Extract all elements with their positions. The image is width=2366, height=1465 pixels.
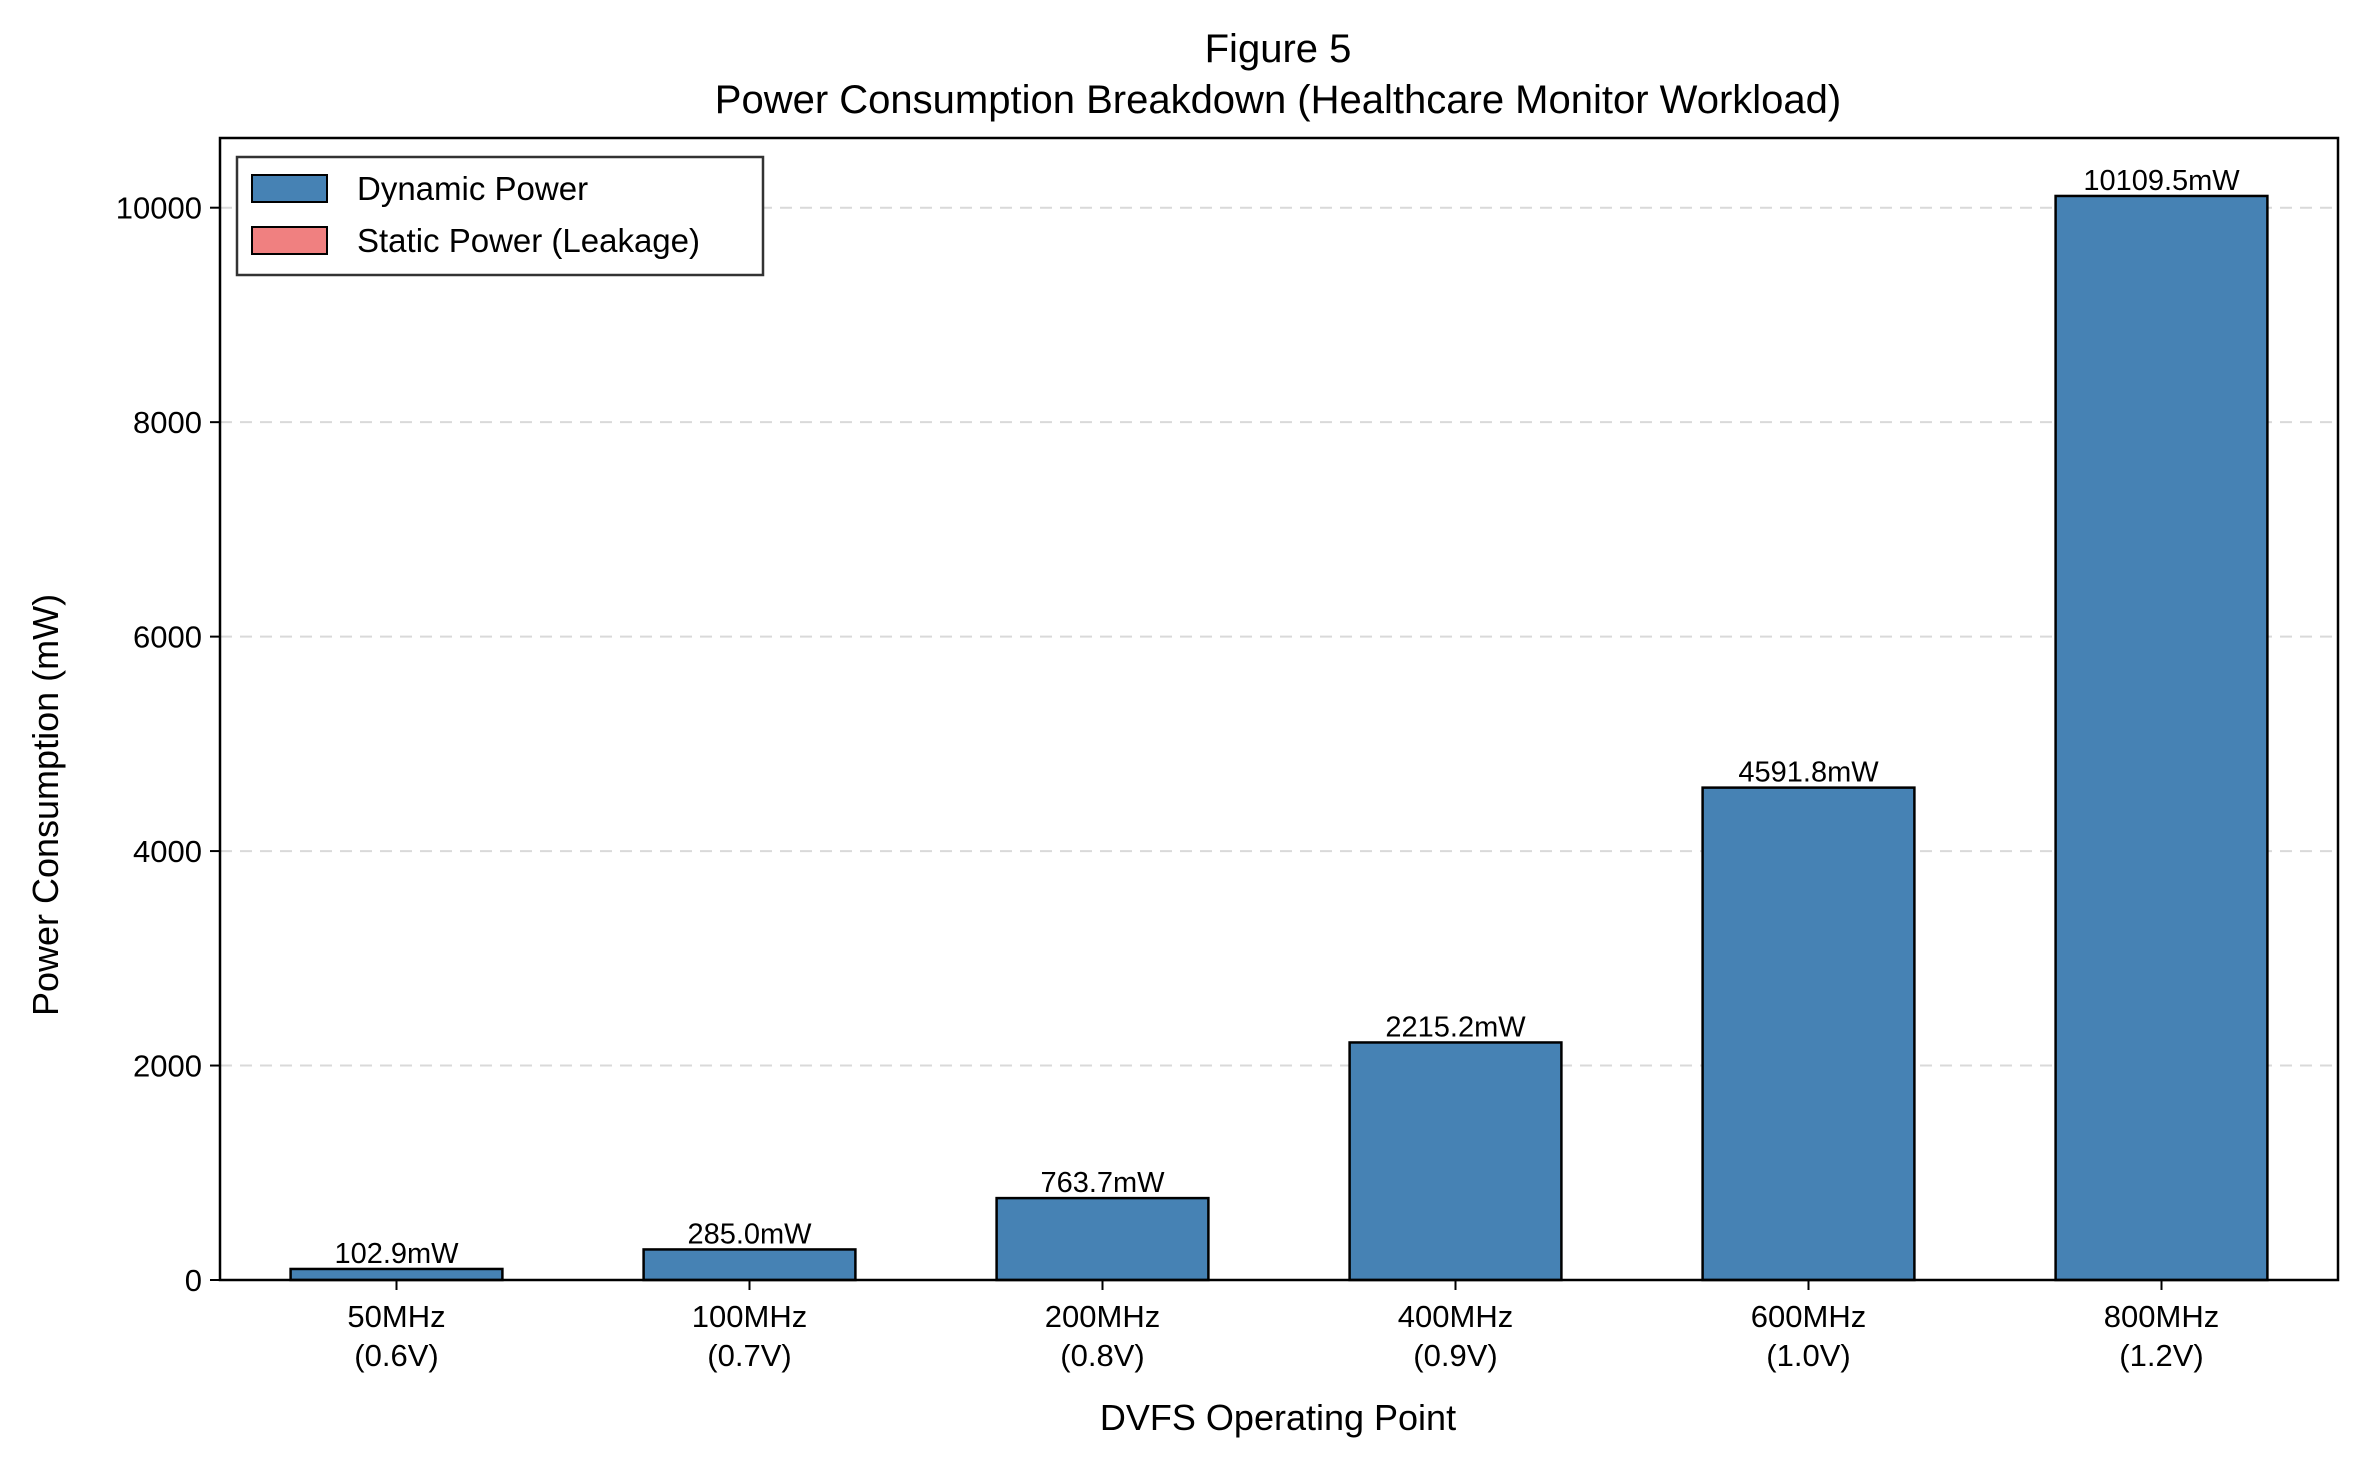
x-tick-label: 800MHz — [2104, 1299, 2219, 1334]
bar-value-label: 4591.8mW — [1738, 757, 1879, 789]
bar-value-label: 285.0mW — [687, 1218, 812, 1250]
bar-value-label: 10109.5mW — [2083, 165, 2240, 197]
y-tick-label: 0 — [185, 1263, 202, 1298]
bar-value-label: 102.9mW — [334, 1238, 459, 1270]
bar-value-label: 2215.2mW — [1385, 1011, 1526, 1043]
legend-label-static-power: Static Power (Leakage) — [357, 222, 700, 259]
bar-dynamic-power — [1701, 786, 1916, 1282]
legend-swatch-dynamic-power — [251, 174, 328, 203]
x-tick-label: (1.2V) — [2119, 1338, 2203, 1373]
x-tick-label: (0.9V) — [1413, 1338, 1497, 1373]
plot-area-border — [218, 136, 2340, 1282]
bar-dynamic-power — [2054, 194, 2269, 1282]
x-tick-label: (0.6V) — [354, 1338, 438, 1373]
x-tick-label: 600MHz — [1751, 1299, 1866, 1334]
bar-dynamic-power — [995, 1196, 1210, 1282]
data-labels: 102.9mW 285.0mW 763.7mW 2215.2mW 4591.8mW 101… — [334, 165, 2240, 1270]
x-tick-label: 200MHz — [1045, 1299, 1160, 1334]
y-tick-label: 8000 — [133, 405, 202, 440]
bars — [289, 194, 2269, 1282]
y-tick-label: 4000 — [133, 834, 202, 869]
bar-dynamic-power — [1348, 1041, 1563, 1282]
bar-value-label: 763.7mW — [1040, 1167, 1165, 1199]
grid-lines — [220, 206, 2338, 1067]
y-axis-ticks: 0 2000 4000 6000 8000 10000 — [116, 191, 220, 1298]
plot-frame — [218, 136, 2340, 1282]
x-tick-label: (0.7V) — [707, 1338, 791, 1373]
legend-label-dynamic-power: Dynamic Power — [357, 170, 588, 207]
x-tick-label: 50MHz — [347, 1299, 445, 1334]
chart-subtitle: Power Consumption Breakdown (Healthcare … — [715, 78, 1841, 122]
y-tick-label: 10000 — [116, 191, 202, 226]
bar-dynamic-power — [642, 1248, 857, 1282]
chart-title: Figure 5 — [1205, 27, 1352, 71]
x-tick-label: 100MHz — [692, 1299, 807, 1334]
y-tick-label: 2000 — [133, 1049, 202, 1084]
y-tick-label: 6000 — [133, 620, 202, 655]
y-axis-label: Power Consumption (mW) — [25, 594, 66, 1016]
x-tick-label: (0.8V) — [1060, 1338, 1144, 1373]
bar-dynamic-power — [289, 1267, 504, 1282]
x-tick-label: (1.0V) — [1766, 1338, 1850, 1373]
x-axis-ticks: 50MHz (0.6V) 100MHz (0.7V) 200MHz (0.8V) 400MH… — [347, 1280, 2219, 1373]
legend: Dynamic Power Static Power (Leakage) — [235, 155, 765, 277]
x-axis-label: DVFS Operating Point — [1100, 1397, 1456, 1438]
x-tick-label: 400MHz — [1398, 1299, 1513, 1334]
legend-swatch-static-power — [251, 226, 328, 255]
